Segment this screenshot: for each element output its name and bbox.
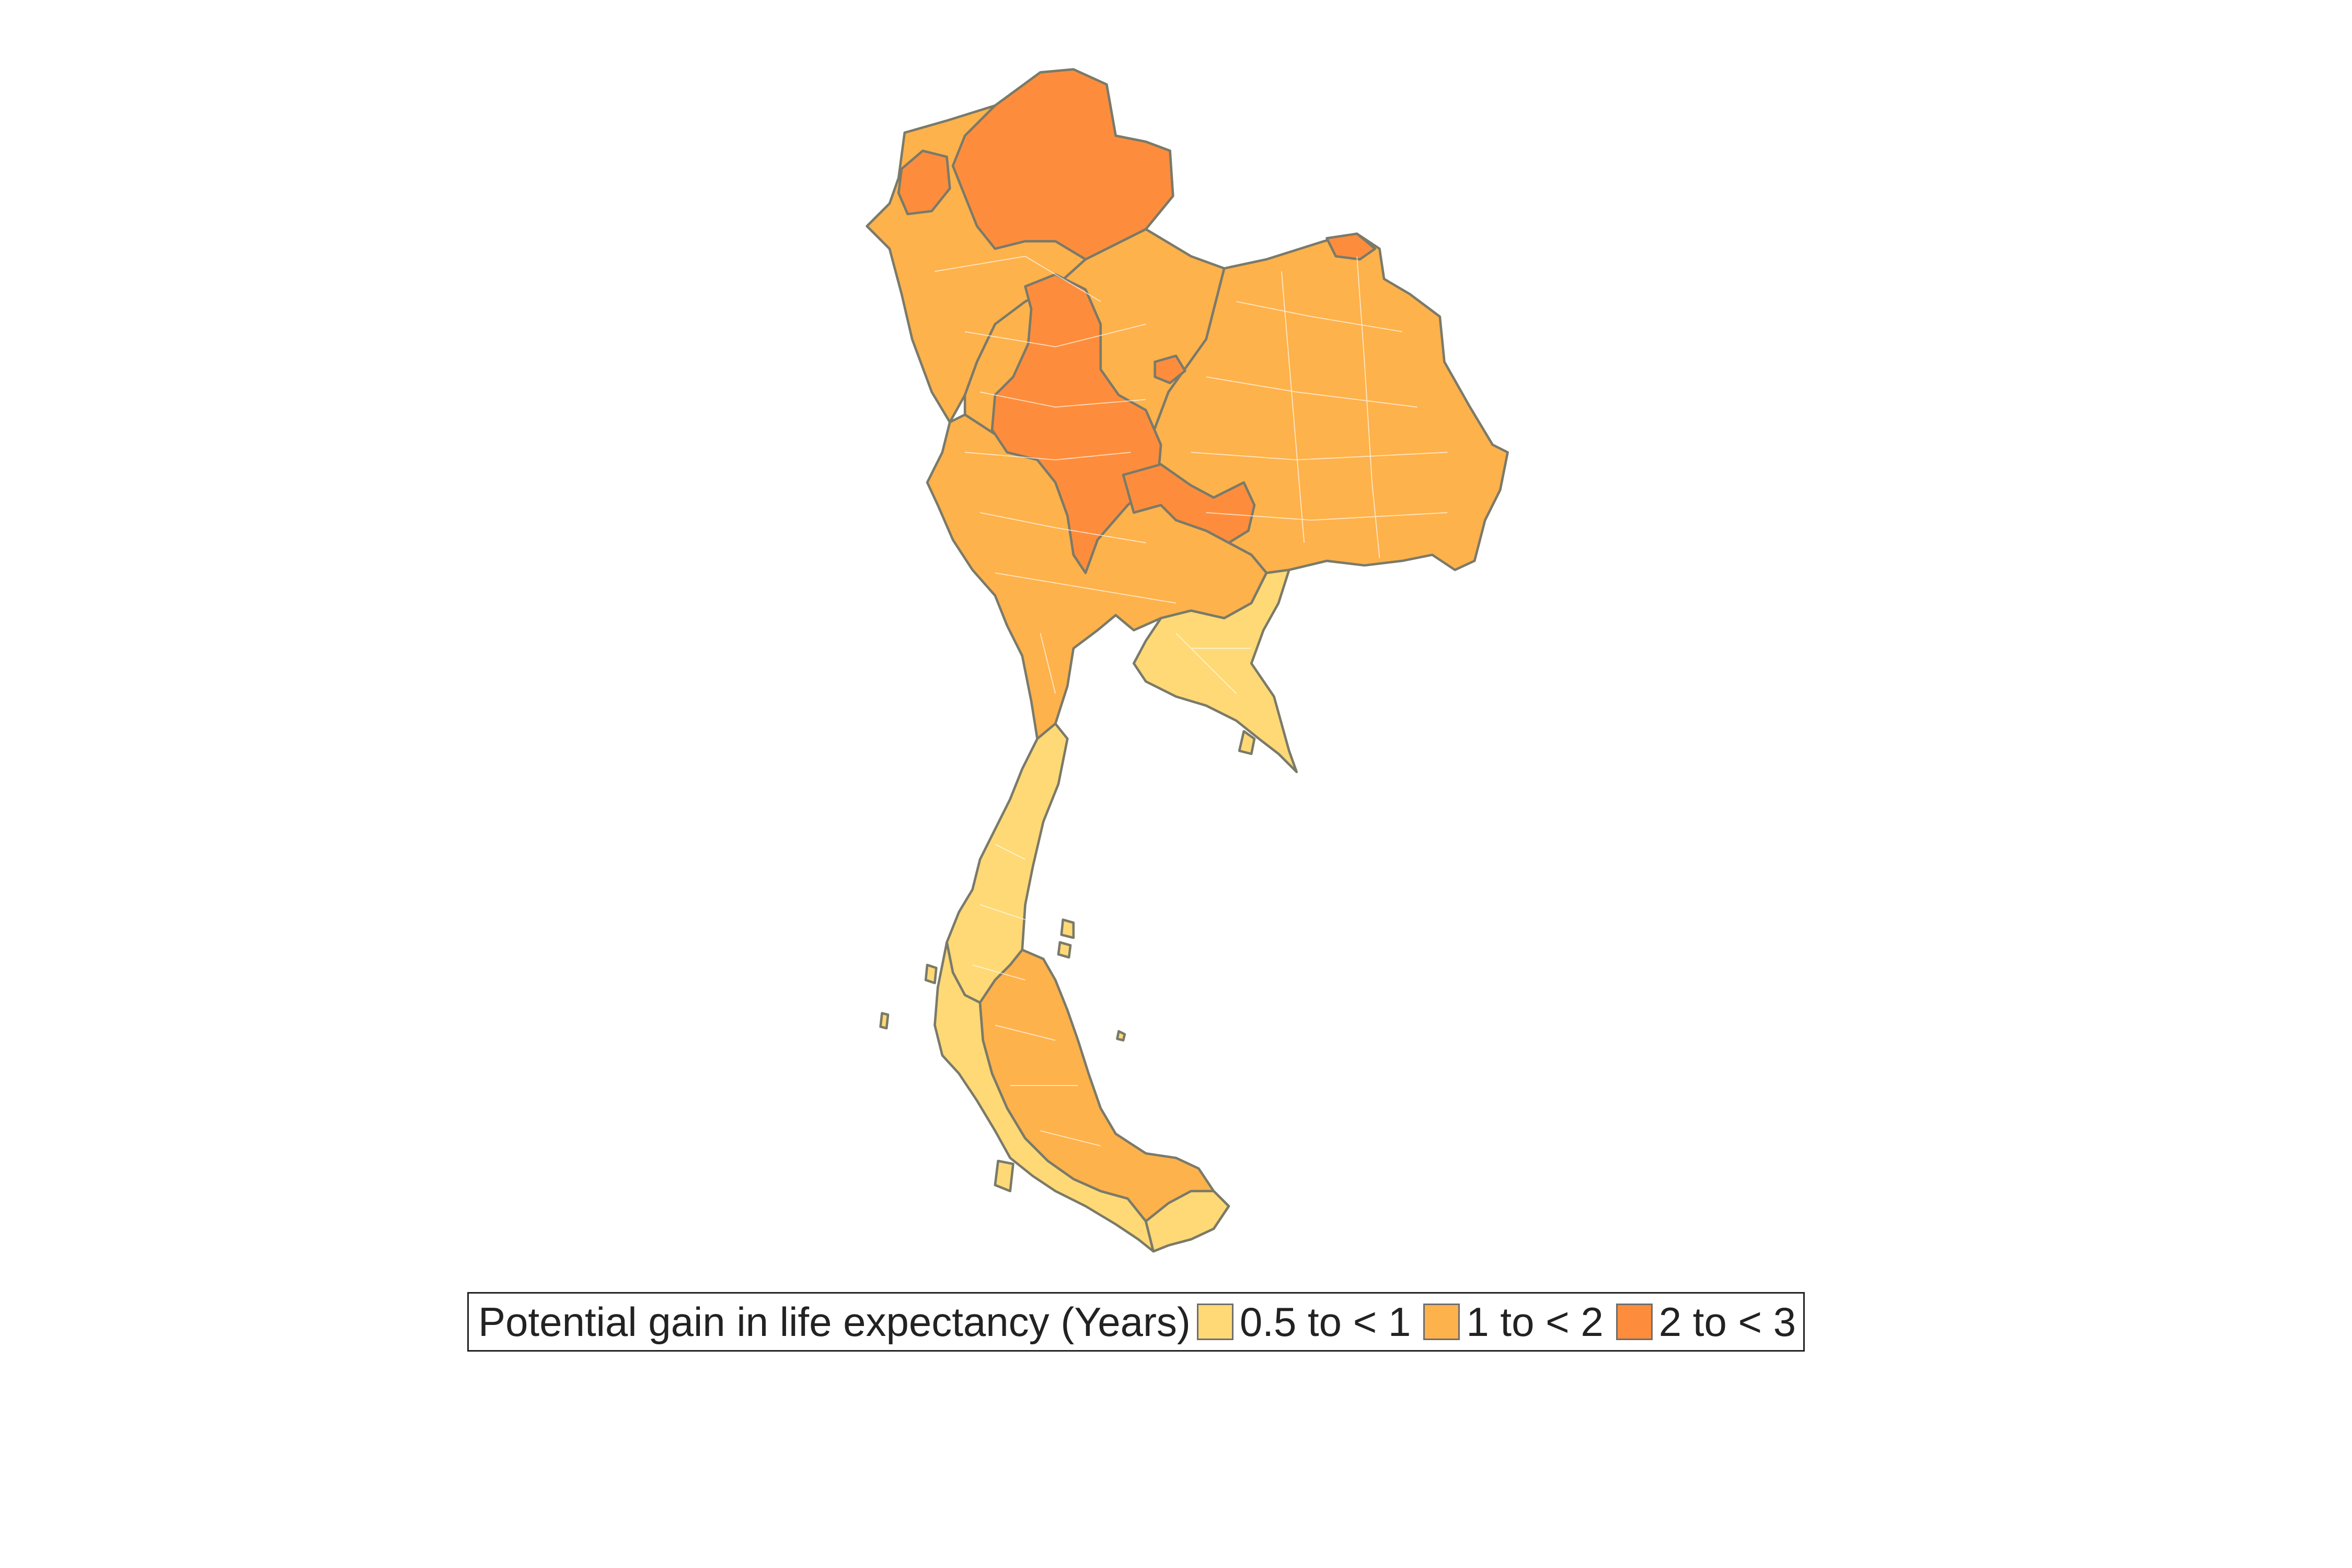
- district-boundaries: [935, 256, 1448, 1147]
- island-east-gulf: [1238, 730, 1256, 755]
- region-deep-south: [1145, 1190, 1230, 1253]
- high-zone-northeast-corner: [1325, 232, 1377, 261]
- island-gulf-2: [1057, 941, 1072, 959]
- legend-label-high: 2 to < 3: [1658, 1298, 1796, 1345]
- region-south-upper: [946, 722, 1069, 1004]
- legend-swatch-high: [1616, 1304, 1653, 1340]
- legend-label-mid: 1 to < 2: [1466, 1298, 1604, 1345]
- legend-title: Potential gain in life expectancy (Years…: [478, 1298, 1191, 1345]
- legend-item-high: 2 to < 3: [1616, 1298, 1796, 1346]
- island-gulf-3: [1116, 1030, 1126, 1042]
- island-andaman-3: [994, 1159, 1014, 1193]
- region-east: [1132, 569, 1298, 774]
- high-zone-northeast-spot: [1154, 354, 1186, 384]
- map-legend: Potential gain in life expectancy (Years…: [467, 1292, 1805, 1352]
- legend-item-low: 0.5 to < 1: [1196, 1298, 1423, 1346]
- high-zone-north-west-edge: [897, 149, 951, 215]
- high-zone-central-east: [1122, 463, 1256, 544]
- legend-swatch-mid: [1423, 1304, 1460, 1340]
- high-zone-central-corridor: [990, 273, 1162, 574]
- legend-label-low: 0.5 to < 1: [1239, 1298, 1411, 1345]
- high-zone-far-north: [951, 68, 1174, 261]
- island-andaman-1: [924, 963, 938, 985]
- island-gulf-1: [1060, 918, 1075, 939]
- legend-item-mid: 1 to < 2: [1423, 1298, 1616, 1346]
- legend-swatch-low: [1196, 1304, 1233, 1340]
- island-andaman-2: [879, 1012, 890, 1030]
- map-regions: [866, 68, 1509, 1253]
